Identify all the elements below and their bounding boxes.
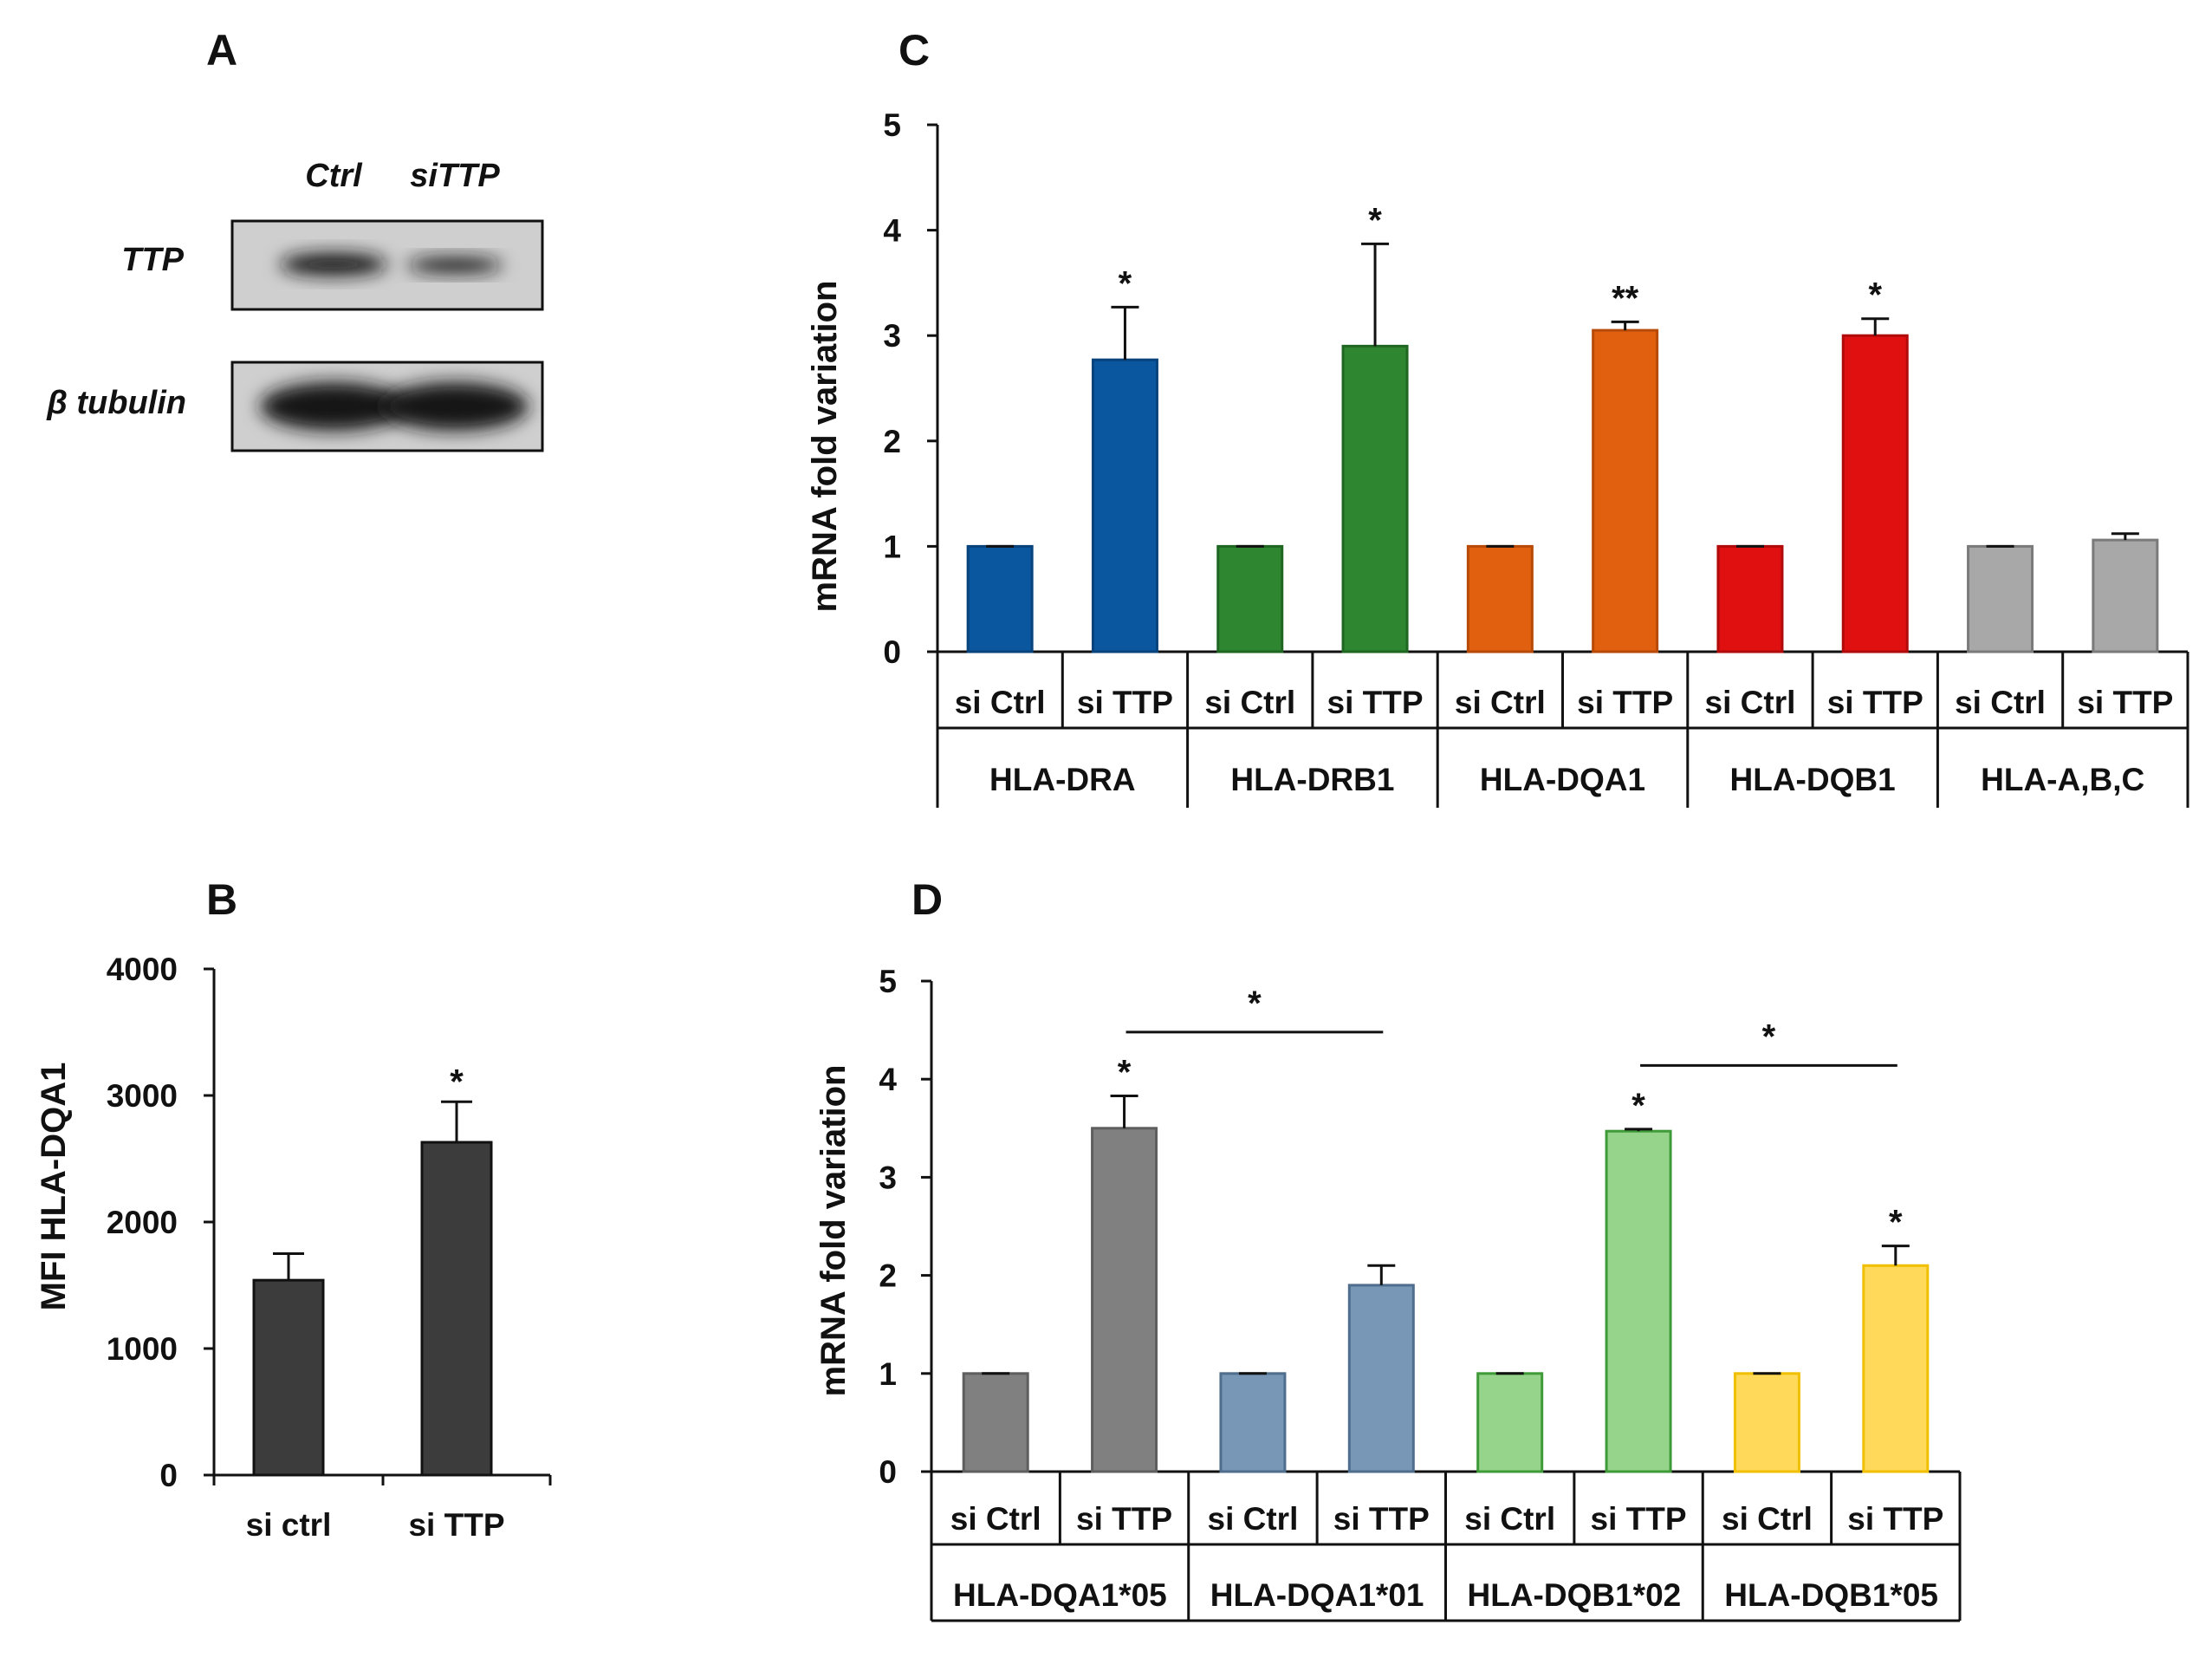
x-group-label: HLA-DRA bbox=[989, 762, 1136, 797]
y-tick-label: 1000 bbox=[107, 1331, 178, 1367]
panel-letter-b: B bbox=[206, 875, 237, 924]
bar-hla-dqa1-si-ctrl bbox=[1466, 544, 1534, 653]
y-tick-label: 4 bbox=[879, 1062, 897, 1097]
y-tick-label: 0 bbox=[883, 634, 901, 670]
x-subcategory-label: si TTP bbox=[1577, 685, 1673, 720]
x-group-label: HLA-DQB1*02 bbox=[1468, 1577, 1682, 1613]
x-subcategory-label: si TTP bbox=[2077, 685, 2173, 720]
bar-hla-dra-si-ttp bbox=[1091, 358, 1158, 653]
x-subcategory-label: si Ctrl bbox=[1955, 685, 2046, 720]
bar-hla-dqb1-02-si-ttp bbox=[1605, 1129, 1672, 1473]
panel-c: C 0 1 2 3 4 5 mRNA fold variation si Ctrl si TTP… bbox=[806, 26, 2189, 808]
x-group-label: HLA-DQB1 bbox=[1730, 762, 1896, 797]
bar-hla-dqa1-01-si-ttp bbox=[1347, 1284, 1415, 1473]
x-subcategory-label: si TTP bbox=[1847, 1501, 1943, 1537]
x-category-label: si TTP bbox=[408, 1507, 504, 1543]
blot-band-tubulin-ctrl bbox=[260, 382, 407, 431]
significance-marker: ** bbox=[1612, 279, 1639, 317]
panel-a: A Ctrl siTTP TTP β tubulin bbox=[46, 26, 544, 452]
significance-marker: * bbox=[1368, 201, 1382, 239]
bar-hla-dqb1-02-si-ctrl bbox=[1476, 1372, 1544, 1473]
bar-hla-dra-si-ctrl bbox=[966, 544, 1034, 653]
bar-hla-drb1-si-ttp bbox=[1341, 344, 1409, 653]
x-subcategory-label: si Ctrl bbox=[1705, 685, 1796, 720]
x-group-label: HLA-DQA1 bbox=[1480, 762, 1645, 797]
y-tick-label: 5 bbox=[883, 107, 901, 143]
x-subcategory-label: si TTP bbox=[1333, 1501, 1430, 1537]
bar-hla-dqb1-si-ctrl bbox=[1716, 544, 1784, 653]
x-subcategory-label: si Ctrl bbox=[1722, 1501, 1813, 1537]
bar-hla-dqb1-05-si-ctrl bbox=[1733, 1372, 1800, 1473]
blot-col-label-sittp: siTTP bbox=[410, 158, 500, 194]
panel-b: B 0 1000 2000 3000 4000 MFI HLA-DQA1 si ctrl * s… bbox=[35, 875, 552, 1543]
y-axis-title: mRNA fold variation bbox=[814, 1065, 853, 1397]
y-tick-label: 5 bbox=[879, 964, 897, 999]
significance-marker: * bbox=[1631, 1087, 1645, 1125]
bar-hla-dqb1-si-ttp bbox=[1841, 334, 1909, 653]
x-subcategory-label: si Ctrl bbox=[950, 1501, 1041, 1537]
x-subcategory-label: si Ctrl bbox=[1204, 685, 1295, 720]
bar-hla-drb1-si-ctrl bbox=[1216, 544, 1284, 653]
panel-letter-d: D bbox=[911, 875, 943, 924]
x-subcategory-label: si TTP bbox=[1077, 685, 1173, 720]
bar-hla-a-b-c-si-ttp bbox=[2092, 538, 2159, 653]
y-tick-label: 3 bbox=[883, 318, 901, 354]
x-subcategory-label: si Ctrl bbox=[955, 685, 1046, 720]
x-subcategory-label: si Ctrl bbox=[1208, 1501, 1299, 1537]
bar-hla-a-b-c-si-ctrl bbox=[1967, 544, 2034, 653]
significance-marker: * bbox=[450, 1063, 464, 1101]
x-group-label: HLA-DQA1*05 bbox=[953, 1577, 1167, 1613]
y-tick-label: 1 bbox=[883, 529, 901, 564]
bar-hla-dqa1-05-si-ttp bbox=[1091, 1127, 1158, 1473]
y-axis-title: mRNA fold variation bbox=[806, 281, 844, 613]
y-tick-label: 4000 bbox=[107, 952, 178, 987]
blot-row-label-ttp: TTP bbox=[121, 242, 184, 278]
x-subcategory-label: si TTP bbox=[1827, 685, 1923, 720]
significance-marker: * bbox=[1868, 276, 1882, 315]
x-group-label: HLA-DQB1*05 bbox=[1724, 1577, 1938, 1613]
comparison-significance: * bbox=[1248, 985, 1262, 1023]
y-tick-label: 2 bbox=[879, 1258, 897, 1294]
panel-letter-a: A bbox=[206, 26, 237, 75]
x-subcategory-label: si Ctrl bbox=[1455, 685, 1546, 720]
panel-d: D 0 1 2 3 4 5 mRNA fold variation si Ctrl si TTP… bbox=[814, 875, 1962, 1622]
x-subcategory-label: si TTP bbox=[1591, 1501, 1687, 1537]
x-group-label: HLA-DQA1*01 bbox=[1210, 1577, 1424, 1613]
x-subcategory-label: si TTP bbox=[1076, 1501, 1172, 1537]
significance-marker: * bbox=[1118, 1053, 1132, 1091]
significance-marker: * bbox=[1889, 1204, 1903, 1242]
blot-band-ttp-ctrl bbox=[280, 253, 387, 276]
bar-2 bbox=[420, 1141, 493, 1477]
blot-col-label-ctrl: Ctrl bbox=[305, 158, 363, 194]
significance-marker: * bbox=[1119, 264, 1132, 302]
bar-hla-dqa1-01-si-ctrl bbox=[1219, 1372, 1287, 1473]
bar-hla-dqb1-05-si-ttp bbox=[1862, 1264, 1930, 1473]
x-subcategory-label: si Ctrl bbox=[1464, 1501, 1555, 1537]
bar-1 bbox=[252, 1278, 325, 1477]
x-group-label: HLA-DRB1 bbox=[1230, 762, 1394, 797]
x-group-label: HLA-A,B,C bbox=[1981, 762, 2144, 797]
panel-letter-c: C bbox=[898, 26, 930, 75]
comparison-significance: * bbox=[1762, 1017, 1776, 1056]
blot-row-label-beta-tubulin: β tubulin bbox=[46, 385, 186, 421]
y-tick-label: 0 bbox=[159, 1458, 178, 1493]
y-tick-label: 2 bbox=[883, 424, 901, 459]
y-tick-label: 3000 bbox=[107, 1078, 178, 1114]
bar-hla-dqa1-05-si-ctrl bbox=[962, 1372, 1029, 1473]
bar-hla-dqa1-si-ttp bbox=[1592, 328, 1659, 653]
blot-band-ttp-sittp bbox=[407, 257, 503, 273]
x-category-label: si ctrl bbox=[246, 1507, 332, 1543]
x-subcategory-label: si TTP bbox=[1327, 685, 1424, 720]
y-tick-label: 4 bbox=[883, 213, 901, 249]
y-axis-title: MFI HLA-DQA1 bbox=[35, 1063, 73, 1311]
y-tick-label: 0 bbox=[879, 1454, 897, 1490]
y-tick-label: 2000 bbox=[107, 1205, 178, 1240]
blot-band-tubulin-sittp bbox=[381, 382, 529, 431]
y-tick-label: 3 bbox=[879, 1160, 897, 1195]
y-tick-label: 1 bbox=[879, 1356, 897, 1392]
